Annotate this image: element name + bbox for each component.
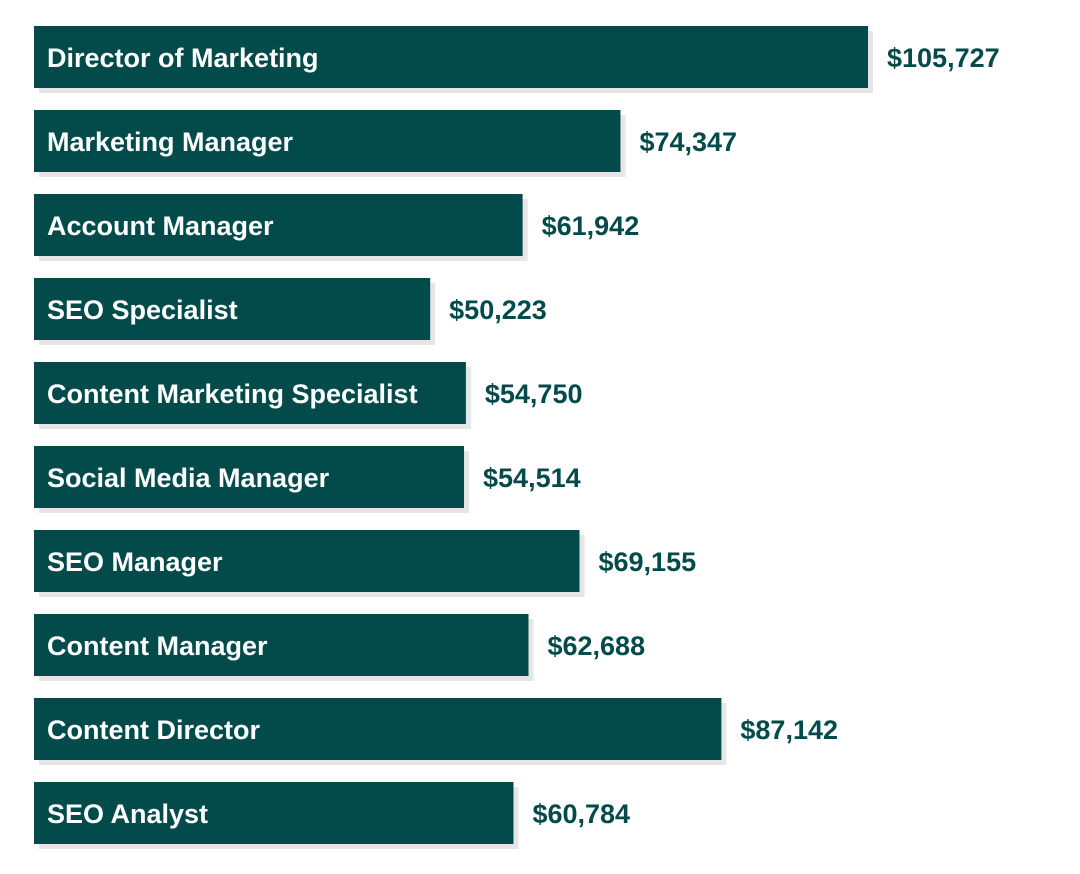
bar-group-seo-specialist: SEO Specialist $50,223 [34,278,547,345]
bar-label-content-director: Content Director [47,715,261,745]
bar-group-seo-manager: SEO Manager $69,155 [34,530,696,597]
bar-content-director [34,698,722,760]
bar-label-seo-manager: SEO Manager [47,547,223,577]
value-label-content-director: $87,142 [740,715,838,745]
bar-label-content-marketing-specialist: Content Marketing Specialist [47,379,418,409]
bar-group-director-of-marketing: Director of Marketing $105,727 [34,26,1000,93]
bar-group-content-marketing-specialist: Content Marketing Specialist $54,750 [34,362,582,429]
bar-label-social-media-manager: Social Media Manager [47,463,330,493]
bar-label-marketing-manager: Marketing Manager [47,127,294,157]
bar-label-content-manager: Content Manager [47,631,268,661]
bar-group-seo-analyst: SEO Analyst $60,784 [34,782,630,849]
bar-seo-specialist [34,278,431,340]
bar-seo-manager [34,530,580,592]
bar-content-manager [34,614,529,676]
bar-seo-analyst [34,782,514,844]
value-label-seo-manager: $69,155 [599,547,697,577]
bars-layer: Director of Marketing $105,727 Marketing M… [34,26,1000,849]
bar-label-account-manager: Account Manager [47,211,274,241]
bar-group-content-director: Content Director $87,142 [34,698,838,765]
bar-group-social-media-manager: Social Media Manager $54,514 [34,446,581,513]
bar-director-of-marketing [34,26,868,88]
bar-social-media-manager [34,446,465,508]
bar-content-marketing-specialist [34,362,466,424]
value-label-account-manager: $61,942 [542,211,640,241]
value-label-seo-analyst: $60,784 [532,799,630,829]
bar-label-seo-analyst: SEO Analyst [47,799,208,829]
bar-label-director-of-marketing: Director of Marketing [47,43,319,73]
bar-label-seo-specialist: SEO Specialist [47,295,238,325]
value-label-content-marketing-specialist: $54,750 [485,379,583,409]
value-label-content-manager: $62,688 [547,631,645,661]
bar-group-content-manager: Content Manager $62,688 [34,614,645,681]
bar-group-account-manager: Account Manager $61,942 [34,194,639,261]
value-label-social-media-manager: $54,514 [483,463,581,493]
value-label-director-of-marketing: $105,727 [887,43,1000,73]
bar-group-marketing-manager: Marketing Manager $74,347 [34,110,737,177]
bar-marketing-manager [34,110,621,172]
bar-account-manager [34,194,523,256]
value-label-seo-specialist: $50,223 [449,295,547,325]
value-label-marketing-manager: $74,347 [639,127,737,157]
